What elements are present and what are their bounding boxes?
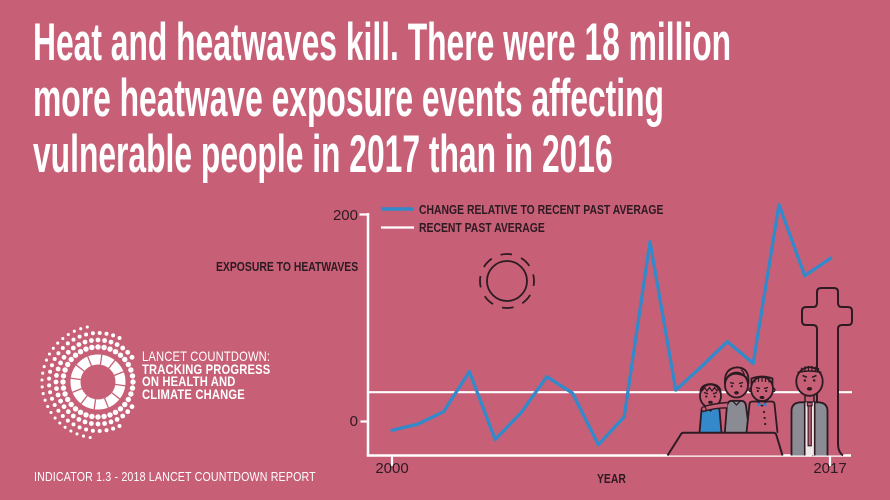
man-mouth <box>806 387 813 391</box>
boy-right-hair <box>750 375 774 386</box>
logo-line-2: TRACKING PROGRESS <box>142 360 271 377</box>
logo-wordmark: LANCET COUNTDOWN: TRACKING PROGRESS ON H… <box>142 348 271 403</box>
woman-hand <box>700 406 707 412</box>
sun-inner-circle <box>486 260 528 302</box>
headline-line-3: vulnerable people in 2017 than in 2016 <box>33 125 613 184</box>
y-tick-label-200: 200 <box>332 207 358 224</box>
x-axis-label: YEAR <box>597 471 626 486</box>
change-line <box>390 203 833 447</box>
logo-ring-dividers <box>70 354 126 410</box>
legend-label-change: CHANGE RELATIVE TO RECENT PAST AVERAGE <box>419 202 664 217</box>
logo-dot-arcs <box>40 325 136 440</box>
cross-gravestone-icon <box>801 287 853 457</box>
headline: Heat and heatwaves kill. There were 18 m… <box>33 15 731 183</box>
boy-right-bowtie <box>757 402 767 407</box>
footer-indicator-text: INDICATOR 1.3 - 2018 LANCET COUNTDOWN RE… <box>34 470 316 484</box>
y-axis-label: EXPOSURE TO HEATWAVES <box>216 259 359 274</box>
casket <box>666 431 784 457</box>
woman-hair <box>724 366 750 385</box>
woman-head <box>724 371 749 399</box>
woman-dress <box>723 399 751 433</box>
man-head <box>795 366 824 397</box>
man-hair <box>797 370 822 374</box>
x-tick-label-2000: 2000 <box>375 460 409 477</box>
logo-line-3: ON HEALTH AND <box>142 373 236 390</box>
mourner-woman <box>700 366 751 433</box>
y-tick-label-0: 0 <box>349 413 358 430</box>
logo-ring <box>70 354 126 410</box>
mourning-man-illustration <box>790 365 829 456</box>
sun-dashed-ring <box>479 253 535 309</box>
legend-label-average: RECENT PAST AVERAGE <box>419 220 545 235</box>
man-tie <box>807 405 812 447</box>
headline-line-2: more heatwave exposure events affecting <box>33 69 664 128</box>
logo-line-4: CLIMATE CHANGE <box>142 386 245 403</box>
mourning-family-illustration <box>666 366 784 457</box>
headline-line-1: Heat and heatwaves kill. There were 18 m… <box>33 13 732 72</box>
x-tick-label-2017: 2017 <box>813 460 847 477</box>
boy-left-hair <box>699 383 722 394</box>
sun-icon <box>479 253 535 309</box>
logo-line-1: LANCET COUNTDOWN: <box>142 348 271 364</box>
mourner-boy-right <box>745 375 779 433</box>
